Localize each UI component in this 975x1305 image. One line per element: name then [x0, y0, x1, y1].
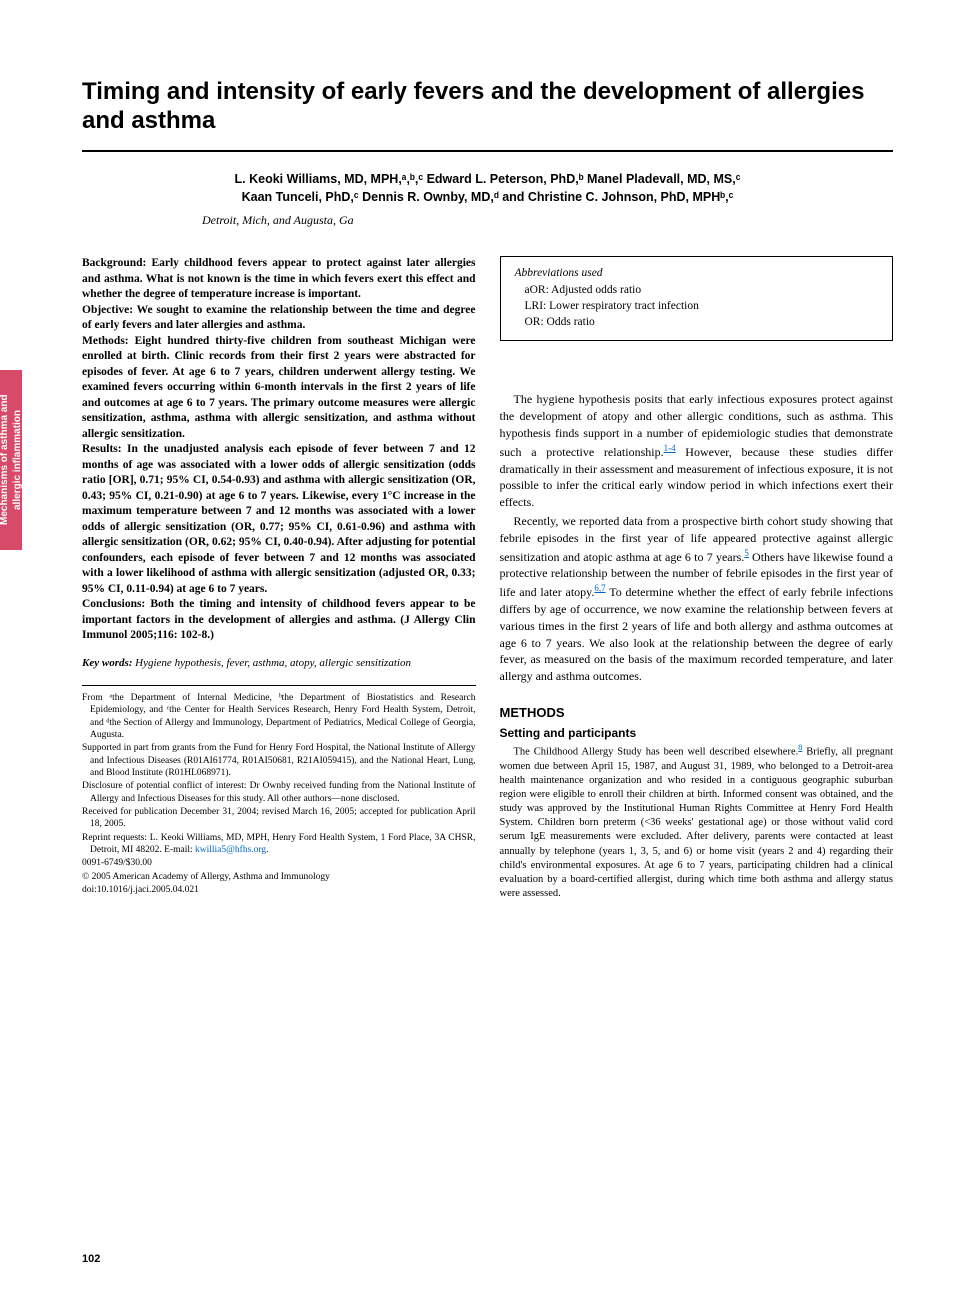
affiliation-locations: Detroit, Mich, and Augusta, Ga — [202, 213, 893, 228]
methods-text: The Childhood Allergy Study has been wel… — [500, 743, 894, 901]
methods-heading: METHODS — [500, 705, 894, 720]
abbrev-key: OR: — [525, 316, 544, 328]
intro-text: The hygiene hypothesis posits that early… — [500, 391, 894, 685]
footnote-disclosure: Disclosure of potential conflict of inte… — [82, 780, 476, 805]
keywords-text: Hygiene hypothesis, fever, asthma, atopy… — [132, 657, 411, 669]
abbrev-title: Abbreviations used — [515, 267, 879, 279]
keywords: Key words: Hygiene hypothesis, fever, as… — [82, 656, 476, 671]
authors-line-2: Kaan Tunceli, PhD,ᶜ Dennis R. Ownby, MD,… — [242, 190, 734, 204]
article-title: Timing and intensity of early fevers and… — [82, 78, 893, 136]
footnote-doi: doi:10.1016/j.jaci.2005.04.021 — [82, 884, 476, 896]
footnote-reprint-text: Reprint requests: L. Keoki Williams, MD,… — [82, 833, 476, 855]
footnotes: From ᵃthe Department of Internal Medicin… — [82, 685, 476, 897]
footnote-copyright: © 2005 American Academy of Allergy, Asth… — [82, 871, 476, 883]
title-rule — [82, 150, 893, 152]
methods-p1a: The Childhood Allergy Study has been wel… — [514, 746, 799, 757]
abstract-results: Results: In the unadjusted analysis each… — [82, 443, 476, 595]
intro-para-2: Recently, we reported data from a prospe… — [500, 513, 894, 685]
abbrev-val: Lower respiratory tract infection — [549, 300, 699, 312]
abbrev-item-2: OR: Odds ratio — [515, 314, 879, 330]
abstract: Background: Early childhood fevers appea… — [82, 256, 476, 644]
two-column-layout: Background: Early childhood fevers appea… — [82, 256, 893, 901]
abstract-objective: Objective: We sought to examine the rela… — [82, 304, 476, 332]
footnote-reprint: Reprint requests: L. Keoki Williams, MD,… — [82, 832, 476, 857]
methods-p1b: Briefly, all pregnant women due between … — [500, 746, 894, 899]
abbrev-item-0: aOR: Adjusted odds ratio — [515, 282, 879, 298]
abbrev-val: Adjusted odds ratio — [551, 284, 641, 296]
abbrev-val: Odds ratio — [547, 316, 595, 328]
side-tab: Mechanisms of asthma and allergic inflam… — [0, 370, 22, 550]
footnote-code: 0091-6749/$30.00 — [82, 857, 476, 869]
page-number: 102 — [82, 1253, 100, 1265]
authors-block: L. Keoki Williams, MD, MPH,ᵃ,ᵇ,ᶜ Edward … — [188, 170, 788, 208]
right-column: Abbreviations used aOR: Adjusted odds ra… — [500, 256, 894, 901]
authors-line-1: L. Keoki Williams, MD, MPH,ᵃ,ᵇ,ᶜ Edward … — [235, 172, 741, 186]
abbrev-key: aOR: — [525, 284, 549, 296]
abbrev-item-1: LRI: Lower respiratory tract infection — [515, 298, 879, 314]
keywords-label: Key words: — [82, 657, 132, 669]
methods-para-1: The Childhood Allergy Study has been wel… — [500, 743, 894, 901]
methods-subheading-setting: Setting and participants — [500, 726, 894, 740]
footnote-supported: Supported in part from grants from the F… — [82, 742, 476, 779]
abstract-methods: Methods: Eight hundred thirty-five child… — [82, 335, 476, 440]
footnote-from: From ᵃthe Department of Internal Medicin… — [82, 692, 476, 741]
intro-p2c: To determine whether the effect of early… — [500, 585, 894, 683]
intro-para-1: The hygiene hypothesis posits that early… — [500, 391, 894, 511]
ref-link-6-7[interactable]: 6,7 — [594, 583, 605, 593]
footnote-received: Received for publication December 31, 20… — [82, 806, 476, 831]
abbreviations-box: Abbreviations used aOR: Adjusted odds ra… — [500, 256, 894, 341]
abbrev-key: LRI: — [525, 300, 547, 312]
left-column: Background: Early childhood fevers appea… — [82, 256, 476, 901]
abstract-conclusions: Conclusions: Both the timing and intensi… — [82, 598, 476, 641]
ref-link-1-4[interactable]: 1-4 — [664, 443, 676, 453]
footnote-email-link[interactable]: kwillia5@hfhs.org — [195, 845, 266, 855]
abstract-background: Background: Early childhood fevers appea… — [82, 257, 476, 300]
